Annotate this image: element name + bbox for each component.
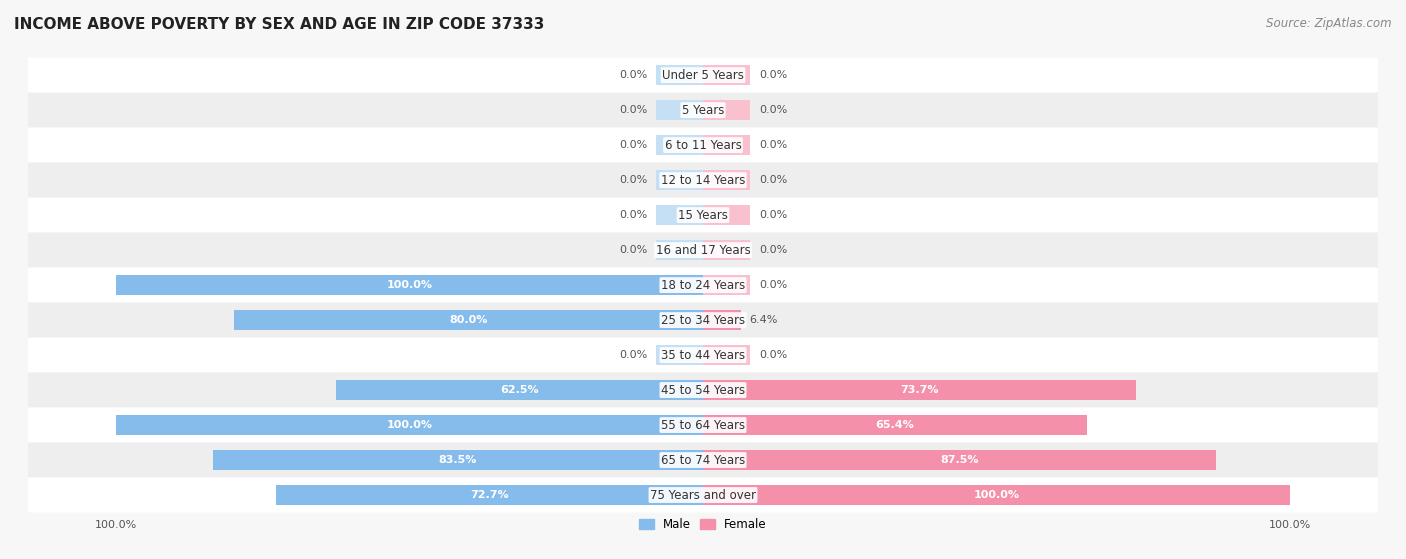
FancyBboxPatch shape <box>28 443 1378 477</box>
Text: 0.0%: 0.0% <box>759 70 787 80</box>
Text: 15 Years: 15 Years <box>678 209 728 221</box>
Text: 6.4%: 6.4% <box>749 315 778 325</box>
FancyBboxPatch shape <box>28 408 1378 443</box>
Text: 0.0%: 0.0% <box>759 350 787 360</box>
Text: 0.0%: 0.0% <box>619 175 647 185</box>
FancyBboxPatch shape <box>28 372 1378 408</box>
Bar <box>703 205 749 225</box>
Text: 0.0%: 0.0% <box>759 105 787 115</box>
Text: 0.0%: 0.0% <box>619 245 647 255</box>
Bar <box>657 205 703 225</box>
Text: 6 to 11 Years: 6 to 11 Years <box>665 139 741 151</box>
Text: 0.0%: 0.0% <box>759 245 787 255</box>
Text: 65.4%: 65.4% <box>876 420 914 430</box>
FancyBboxPatch shape <box>28 302 1378 338</box>
Bar <box>212 450 703 470</box>
FancyBboxPatch shape <box>28 127 1378 163</box>
Bar <box>703 135 749 155</box>
Text: 62.5%: 62.5% <box>501 385 538 395</box>
Text: 45 to 54 Years: 45 to 54 Years <box>661 383 745 396</box>
Bar <box>117 275 703 295</box>
Bar <box>657 135 703 155</box>
Text: 55 to 64 Years: 55 to 64 Years <box>661 419 745 432</box>
Text: 0.0%: 0.0% <box>759 140 787 150</box>
FancyBboxPatch shape <box>28 268 1378 302</box>
Text: 16 and 17 Years: 16 and 17 Years <box>655 244 751 257</box>
Text: 0.0%: 0.0% <box>619 105 647 115</box>
Bar <box>703 275 749 295</box>
Text: 0.0%: 0.0% <box>619 350 647 360</box>
Bar <box>703 380 1136 400</box>
Text: 80.0%: 80.0% <box>449 315 488 325</box>
FancyBboxPatch shape <box>28 93 1378 127</box>
Text: 0.0%: 0.0% <box>619 140 647 150</box>
Text: Under 5 Years: Under 5 Years <box>662 69 744 82</box>
Text: 0.0%: 0.0% <box>619 210 647 220</box>
FancyBboxPatch shape <box>28 198 1378 233</box>
Bar <box>657 240 703 260</box>
Text: 72.7%: 72.7% <box>471 490 509 500</box>
Bar <box>703 100 749 120</box>
FancyBboxPatch shape <box>28 233 1378 268</box>
Text: 83.5%: 83.5% <box>439 455 477 465</box>
Bar <box>703 345 749 365</box>
Text: 0.0%: 0.0% <box>759 280 787 290</box>
Bar <box>703 170 749 190</box>
FancyBboxPatch shape <box>28 477 1378 513</box>
Text: INCOME ABOVE POVERTY BY SEX AND AGE IN ZIP CODE 37333: INCOME ABOVE POVERTY BY SEX AND AGE IN Z… <box>14 17 544 32</box>
Bar <box>657 100 703 120</box>
Text: 18 to 24 Years: 18 to 24 Years <box>661 278 745 292</box>
Text: 25 to 34 Years: 25 to 34 Years <box>661 314 745 326</box>
Text: 100.0%: 100.0% <box>973 490 1019 500</box>
Bar <box>233 310 703 330</box>
Bar <box>703 240 749 260</box>
Text: 100.0%: 100.0% <box>387 280 433 290</box>
Bar <box>703 415 1087 435</box>
Text: 5 Years: 5 Years <box>682 103 724 117</box>
FancyBboxPatch shape <box>28 58 1378 93</box>
Text: 75 Years and over: 75 Years and over <box>650 489 756 501</box>
Text: 100.0%: 100.0% <box>387 420 433 430</box>
Text: 0.0%: 0.0% <box>619 70 647 80</box>
FancyBboxPatch shape <box>28 338 1378 372</box>
Bar <box>703 310 741 330</box>
Bar <box>703 450 1216 470</box>
Text: Source: ZipAtlas.com: Source: ZipAtlas.com <box>1267 17 1392 30</box>
Text: 35 to 44 Years: 35 to 44 Years <box>661 349 745 362</box>
Bar <box>657 65 703 86</box>
Bar <box>277 485 703 505</box>
Text: 0.0%: 0.0% <box>759 175 787 185</box>
Bar <box>657 345 703 365</box>
Text: 0.0%: 0.0% <box>759 210 787 220</box>
Text: 73.7%: 73.7% <box>900 385 939 395</box>
FancyBboxPatch shape <box>28 163 1378 198</box>
Legend: Male, Female: Male, Female <box>634 513 772 536</box>
Text: 65 to 74 Years: 65 to 74 Years <box>661 453 745 467</box>
Bar <box>117 415 703 435</box>
Text: 87.5%: 87.5% <box>941 455 979 465</box>
Bar <box>336 380 703 400</box>
Text: 12 to 14 Years: 12 to 14 Years <box>661 174 745 187</box>
Bar <box>703 65 749 86</box>
Bar <box>703 485 1289 505</box>
Bar <box>657 170 703 190</box>
